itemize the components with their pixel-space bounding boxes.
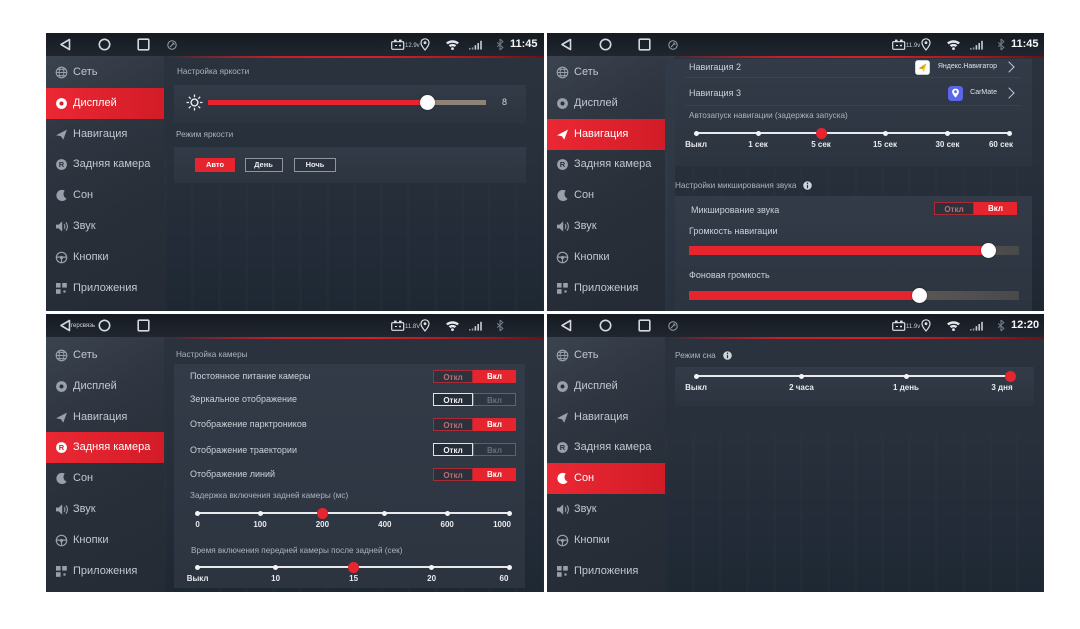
svg-text:R: R [560,444,566,453]
svg-text:R: R [59,161,65,170]
svg-text:R: R [59,444,65,453]
svg-text:R: R [560,161,566,170]
